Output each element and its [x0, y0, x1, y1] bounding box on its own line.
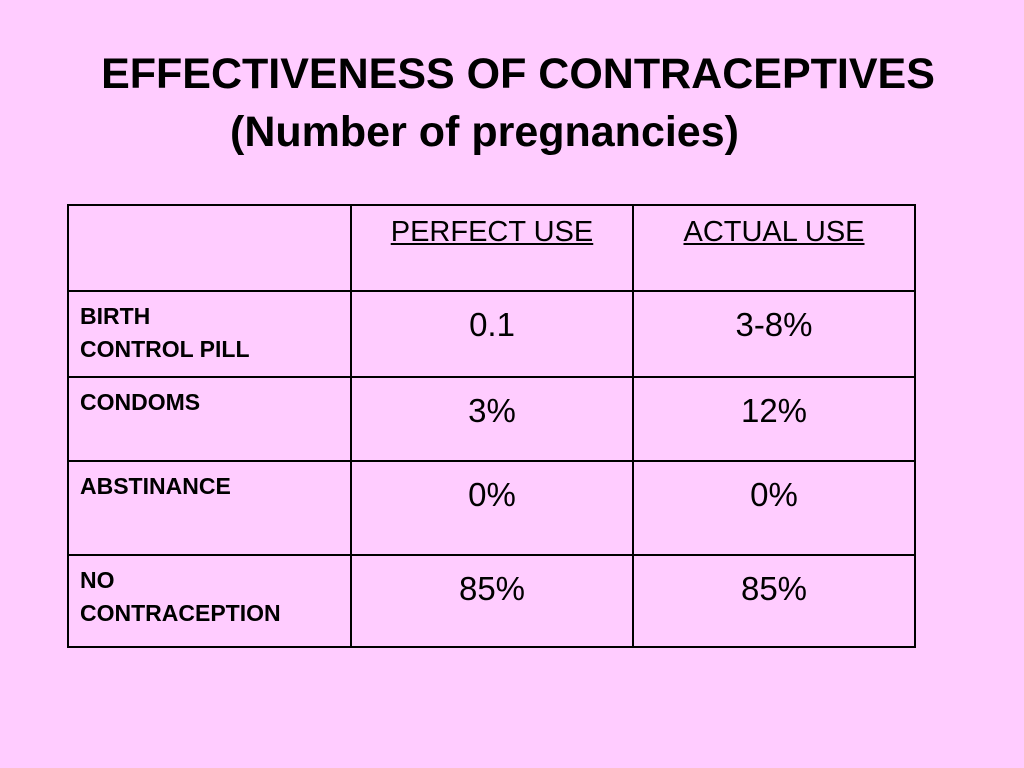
actual-use-value: 85%: [740, 570, 808, 607]
header-empty-cell: [67, 204, 352, 292]
actual-use-cell: 85%: [632, 554, 916, 648]
perfect-use-cell: 85%: [350, 554, 634, 648]
header-perfect-use: PERFECT USE: [390, 216, 594, 248]
row-label: CONDOMS: [80, 389, 201, 415]
header-row: PERFECT USE ACTUAL USE: [67, 204, 916, 292]
perfect-use-cell: 3%: [350, 376, 634, 462]
actual-use-value: 12%: [740, 392, 808, 429]
row-label: ABSTINANCE: [80, 473, 231, 499]
perfect-use-value: 85%: [458, 570, 526, 607]
row-label-cell: NO CONTRACEPTION: [67, 554, 352, 648]
subtitle-line: (Number of pregnancies): [230, 108, 739, 156]
header-cell-actual-use: ACTUAL USE: [632, 204, 916, 292]
row-label-cell: BIRTH CONTROL PILL: [67, 290, 352, 378]
perfect-use-cell: 0.1: [350, 290, 634, 378]
table-row: ABSTINANCE 0% 0%: [67, 460, 916, 556]
row-label-cell: CONDOMS: [67, 376, 352, 462]
perfect-use-value: 3%: [468, 392, 516, 429]
table-row: NO CONTRACEPTION 85% 85%: [67, 554, 916, 648]
row-label-cell: ABSTINANCE: [67, 460, 352, 556]
slide-title: EFFECTIVENESS OF CONTRACEPTIVES (Number …: [0, 45, 1024, 161]
contraceptive-table: PERFECT USE ACTUAL USE BIRTH CONTROL PIL…: [67, 204, 916, 648]
actual-use-cell: 12%: [632, 376, 916, 462]
header-cell-perfect-use: PERFECT USE: [350, 204, 634, 292]
perfect-use-value: 0.1: [469, 306, 515, 343]
title-line: EFFECTIVENESS OF CONTRACEPTIVES: [101, 50, 935, 98]
actual-use-cell: 3-8%: [632, 290, 916, 378]
actual-use-value: 0%: [750, 476, 798, 513]
row-label: BIRTH CONTROL PILL: [80, 303, 250, 362]
row-label: NO CONTRACEPTION: [80, 567, 281, 626]
actual-use-cell: 0%: [632, 460, 916, 556]
perfect-use-cell: 0%: [350, 460, 634, 556]
table-row: BIRTH CONTROL PILL 0.1 3-8%: [67, 290, 916, 378]
actual-use-value: 3-8%: [735, 306, 813, 343]
table-row: CONDOMS 3% 12%: [67, 376, 916, 462]
header-actual-use: ACTUAL USE: [683, 216, 865, 248]
perfect-use-value: 0%: [468, 476, 516, 513]
